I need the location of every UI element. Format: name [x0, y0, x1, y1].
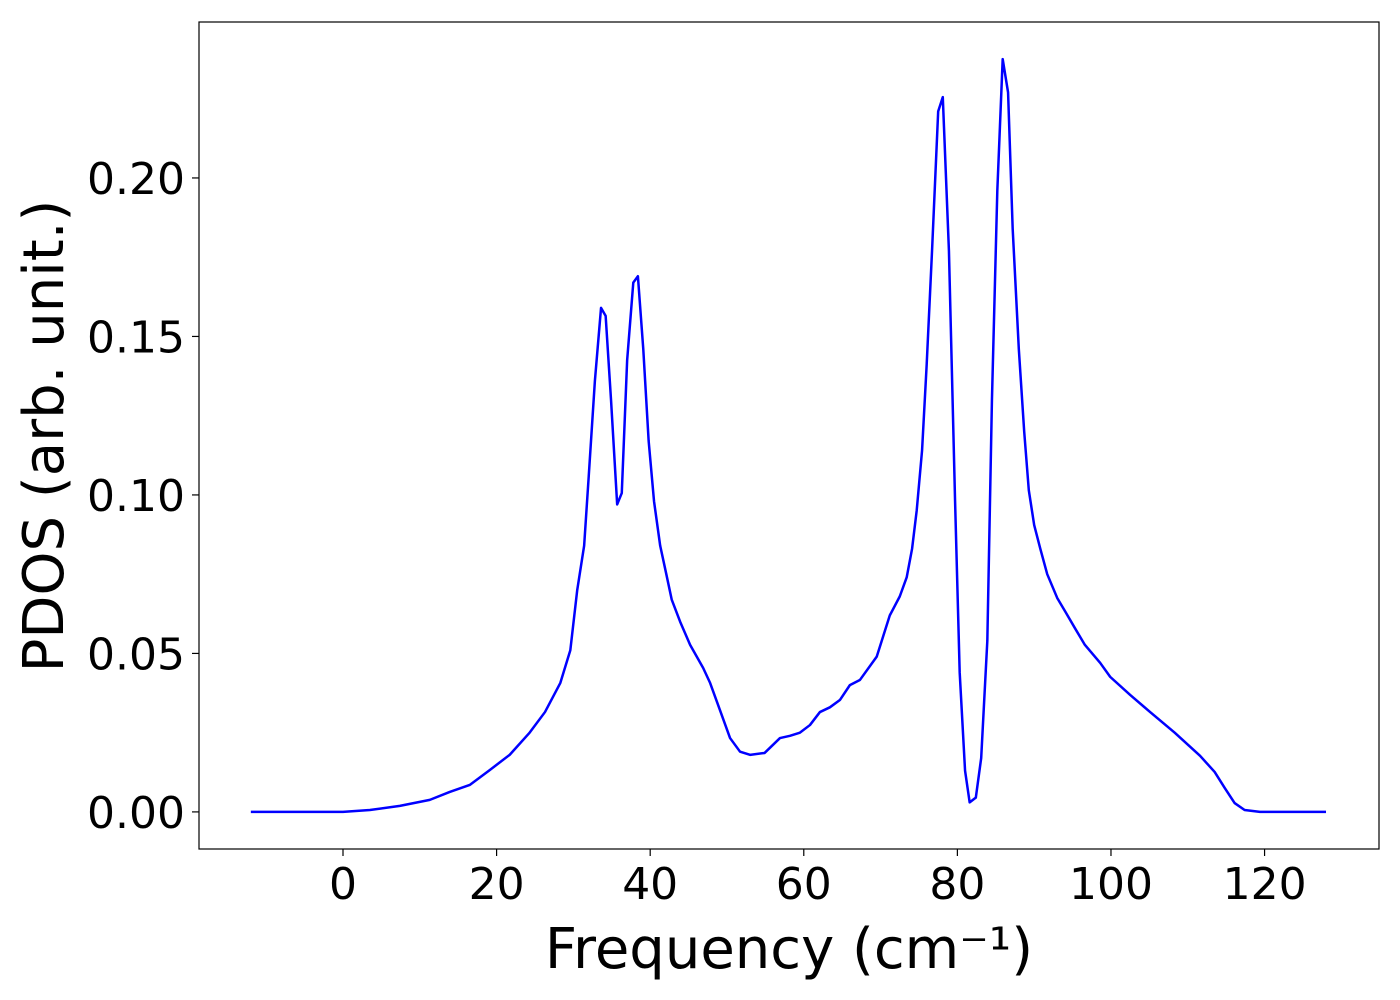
- x-tick-label: 100: [1069, 859, 1153, 910]
- y-tick-label: 0.00: [87, 788, 185, 839]
- y-tick-label: 0.20: [87, 154, 185, 205]
- y-tick-label: 0.10: [87, 471, 185, 522]
- plot-frame: [198, 21, 1380, 850]
- x-tick-label: 60: [776, 859, 832, 910]
- x-tick-label: 40: [622, 859, 678, 910]
- y-tick-label: 0.05: [87, 629, 185, 680]
- x-tick-label: 80: [929, 859, 985, 910]
- x-tick-label: 120: [1223, 859, 1307, 910]
- x-tick-label: 20: [469, 859, 525, 910]
- line: [250, 57, 1327, 814]
- x-axis-label: Frequency (cm⁻¹): [545, 917, 1033, 982]
- y-tick-label: 0.15: [87, 312, 185, 363]
- y-axis-label: PDOS (arb. unit.): [12, 200, 77, 673]
- x-tick-label: 0: [329, 859, 357, 910]
